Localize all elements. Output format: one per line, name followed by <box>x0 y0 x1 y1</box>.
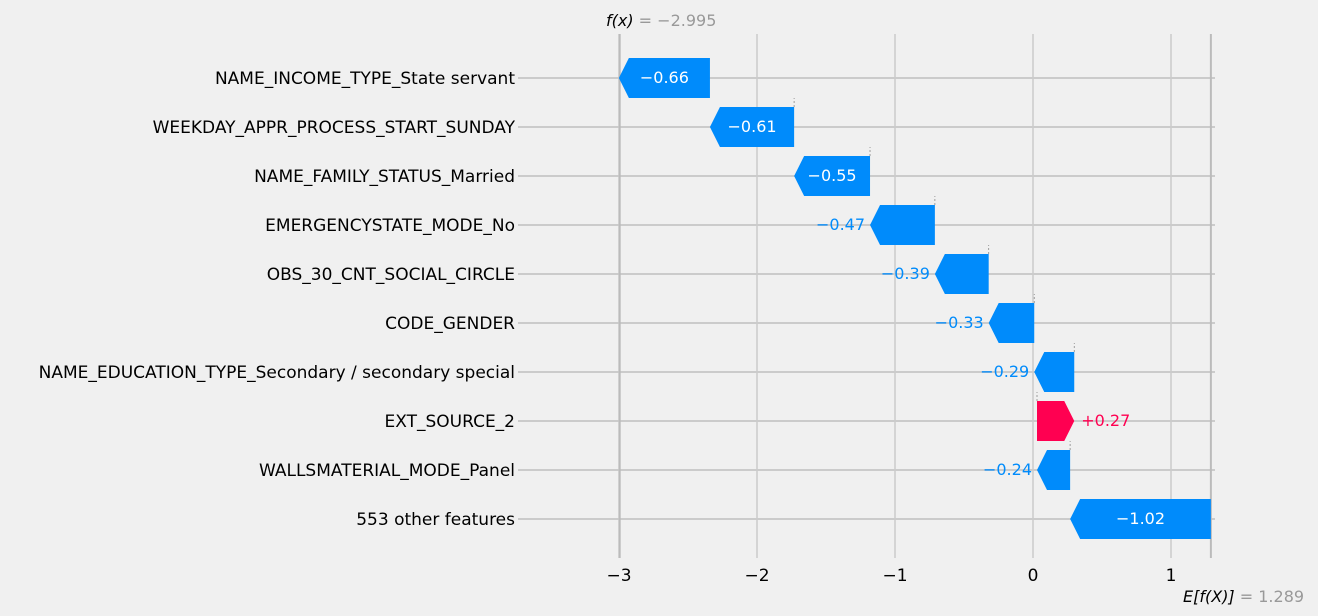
feature-labels: NAME_INCOME_TYPE_State servant WEEKDAY_AP… <box>39 69 516 530</box>
feature-label: WALLSMATERIAL_MODE_Panel <box>259 461 515 481</box>
value-label: −0.55 <box>808 166 857 185</box>
bar-negative <box>1070 499 1211 539</box>
x-tick-label: 1 <box>1166 566 1177 586</box>
bar-negative <box>1034 352 1075 392</box>
value-label: −0.33 <box>935 313 984 332</box>
bar-negative <box>988 303 1035 343</box>
feature-label: NAME_INCOME_TYPE_State servant <box>215 69 515 89</box>
feature-label: NAME_EDUCATION_TYPE_Secondary / secondar… <box>39 363 515 383</box>
feature-label: CODE_GENDER <box>385 314 515 334</box>
bar-negative <box>709 107 795 147</box>
value-label: −0.66 <box>640 68 689 87</box>
x-axis-ticks: −3 −2 −1 0 1 <box>606 566 1176 586</box>
ex-eq: = 1.289 <box>1235 587 1304 606</box>
bar-negative <box>934 254 989 294</box>
value-label: −0.29 <box>980 362 1029 381</box>
bar-negative <box>870 205 935 245</box>
fx-annotation: f(x) = −2.995 <box>606 11 716 30</box>
bar-positive <box>1037 401 1075 441</box>
feature-label: 553 other features <box>356 510 515 530</box>
value-label: −0.39 <box>881 264 930 283</box>
fx-eq: = −2.995 <box>634 11 717 30</box>
x-tick-label: −2 <box>744 566 769 586</box>
x-tick-label: −1 <box>882 566 907 586</box>
fx-var: f(x) <box>606 11 634 30</box>
x-tick-label: 0 <box>1028 566 1039 586</box>
bars <box>618 58 1211 539</box>
grid-lines <box>518 34 1215 558</box>
feature-label: WEEKDAY_APPR_PROCESS_START_SUNDAY <box>153 118 516 138</box>
value-label: −0.61 <box>728 117 777 136</box>
feature-label: EXT_SOURCE_2 <box>385 412 515 432</box>
feature-label: OBS_30_CNT_SOCIAL_CIRCLE <box>267 265 515 285</box>
value-labels: −0.66 −0.61 −0.55 −0.47 −0.39 −0.33 −0.29 +0.27… <box>640 68 1165 528</box>
bar-negative <box>1037 450 1071 490</box>
value-label: −0.47 <box>816 215 865 234</box>
bar-negative <box>794 156 871 196</box>
feature-label: NAME_FAMILY_STATUS_Married <box>254 167 515 187</box>
feature-label: EMERGENCYSTATE_MODE_No <box>265 216 515 236</box>
ex-annotation: E[f(X)] = 1.289 <box>1183 587 1304 606</box>
value-label: +0.27 <box>1081 411 1130 430</box>
x-tick-label: −3 <box>606 566 631 586</box>
value-label: −1.02 <box>1116 509 1165 528</box>
reference-lines <box>618 34 1212 558</box>
bar-negative <box>618 58 710 98</box>
value-label: −0.24 <box>983 460 1032 479</box>
ex-var: E[f(X)] <box>1183 587 1235 606</box>
